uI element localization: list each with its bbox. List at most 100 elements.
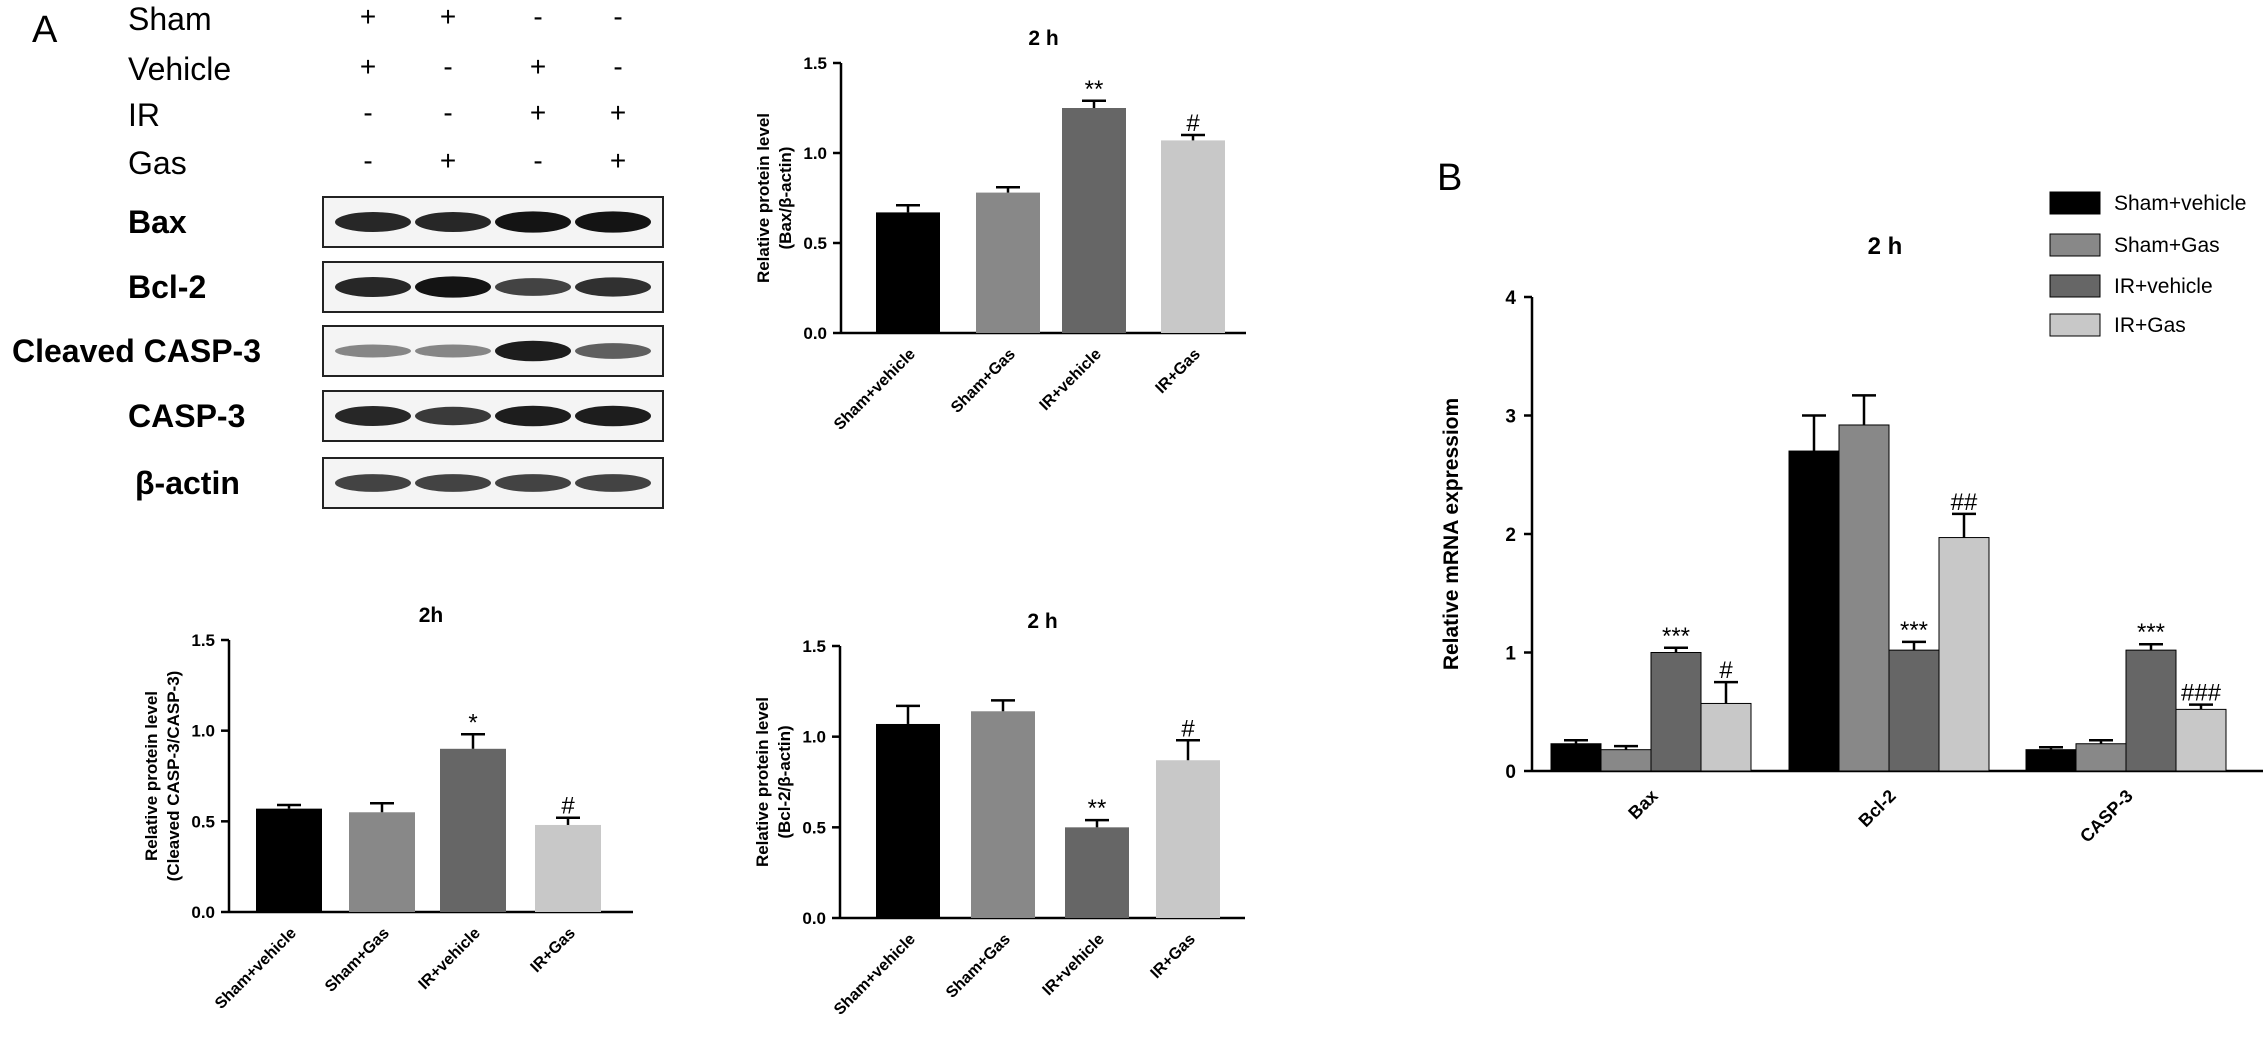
y-tick-label: 0.5 [803,234,827,253]
bar [1700,702,1752,772]
blot-condition-sign: - [613,1,622,32]
legend-entry: IR+Gas [2114,314,2186,337]
y-tick-label: 0.0 [802,909,826,928]
y-tick-label: 1.5 [803,54,827,73]
blot-condition-sign: - [533,1,542,32]
blot-condition-sign: + [440,145,456,176]
legend-swatch [2049,191,2101,215]
blot-band [575,405,651,427]
y-tick-label: 0 [1505,762,1516,783]
blot-band [575,474,651,492]
blot-band [495,405,571,427]
significance-mark: ** [1085,76,1104,103]
blot-condition-sign: + [610,145,626,176]
chart-mrna-expression: 0 1 2 3 4 2 h Relative mRNA expressiom *** # Bax *… [1440,191,2263,847]
blot-band [335,344,411,358]
bar [971,711,1035,918]
blot-band [335,212,411,232]
bar [2075,743,2127,772]
y-axis-label: Relative mRNA expressiom [1440,398,1463,670]
significance-mark: # [561,793,575,820]
blot-condition-sign: + [360,1,376,32]
y-axis-label: (Bcl-2/β-actin) [775,725,794,838]
blot-condition-sign: + [360,51,376,82]
bar [535,824,601,912]
bar [1938,537,1990,772]
bar [1838,424,1890,772]
x-tick-label: Sham+vehicle [831,346,919,434]
legend-swatch [2049,274,2101,298]
y-tick-label: 1.5 [191,631,215,650]
blot-condition-sign: - [443,51,452,82]
significance-mark: *** [1662,623,1690,650]
blot-condition-label: IR [128,97,160,133]
legend-entry: IR+vehicle [2114,275,2213,298]
x-tick-label: Bax [1624,786,1661,823]
blot-band-label: β-actin [135,465,240,501]
bar [1156,760,1220,918]
significance-mark: ### [2181,680,2222,707]
x-tick-label: Bcl-2 [1855,786,1900,831]
x-tick-label: IR+vehicle [416,925,484,993]
chart-title: 2 h [1868,233,1903,260]
y-axis-label: Relative protein level [754,113,773,283]
bar [1888,649,1940,772]
blot-condition-label: Sham [128,1,212,37]
blot-band [415,344,491,358]
bar [440,748,506,912]
x-tick-label: IR+Gas [527,925,578,976]
western-blot: Sham + + - - Vehicle + - + - IR - - + + Gas - + - + Bax Bcl-2… [12,1,664,509]
y-axis-label: (Cleaved CASP-3/CASP-3) [164,671,183,882]
blot-condition-sign: + [530,97,546,128]
blot-condition-sign: + [530,51,546,82]
legend-entry: Sham+Gas [2114,234,2220,257]
y-tick-label: 0.5 [191,812,215,831]
blot-band [495,278,571,296]
x-tick-label: Sham+Gas [322,925,393,996]
bar [2125,649,2177,772]
legend-swatch [2049,233,2101,257]
bar [976,192,1040,333]
bar [1550,743,1602,772]
significance-mark: # [1181,715,1195,742]
blot-condition-label: Vehicle [128,51,231,87]
blot-band [415,276,491,298]
y-axis-label: Relative protein level [142,691,161,861]
x-tick-label: IR+Gas [1152,346,1203,397]
blot-condition-sign: - [443,97,452,128]
y-tick-label: 3 [1505,407,1516,428]
legend-entry: Sham+vehicle [2114,192,2247,215]
legend-swatch [2049,313,2101,337]
blot-condition-sign: + [440,1,456,32]
bar [876,212,940,333]
blot-condition-sign: - [533,145,542,176]
blot-condition-sign: - [613,51,622,82]
blot-band [335,277,411,297]
chart-title: 2 h [1028,27,1058,50]
blot-band [575,277,651,297]
blot-condition-sign: + [610,97,626,128]
y-tick-label: 0.5 [802,818,826,837]
blot-condition-label: Gas [128,145,187,181]
bar [876,723,940,918]
x-tick-label: IR+vehicle [1037,346,1105,414]
y-tick-label: 1 [1505,644,1516,665]
blot-band [575,343,651,359]
x-tick-label: Sham+vehicle [212,925,300,1013]
chart-cleaved-casp3-ratio: 0.0 0.5 1.0 1.5 2h Relative protein level (Cle… [142,604,633,1013]
bar [1600,749,1652,772]
y-axis-label: (Bax/β-actin) [776,147,795,250]
x-tick-label: IR+Gas [1147,931,1198,982]
significance-mark: *** [2137,619,2165,646]
significance-mark: # [1719,657,1733,684]
x-tick-label: IR+vehicle [1040,931,1108,999]
panel-label-b: B [1437,157,1462,199]
x-tick-label: Sham+vehicle [831,931,919,1019]
y-tick-label: 0.0 [803,324,827,343]
blot-band-label: Bax [128,204,187,240]
x-tick-label: CASP-3 [2076,786,2137,847]
significance-mark: *** [1900,617,1928,644]
bar [2175,708,2227,772]
blot-band-label: CASP-3 [128,398,245,434]
blot-band [495,474,571,492]
